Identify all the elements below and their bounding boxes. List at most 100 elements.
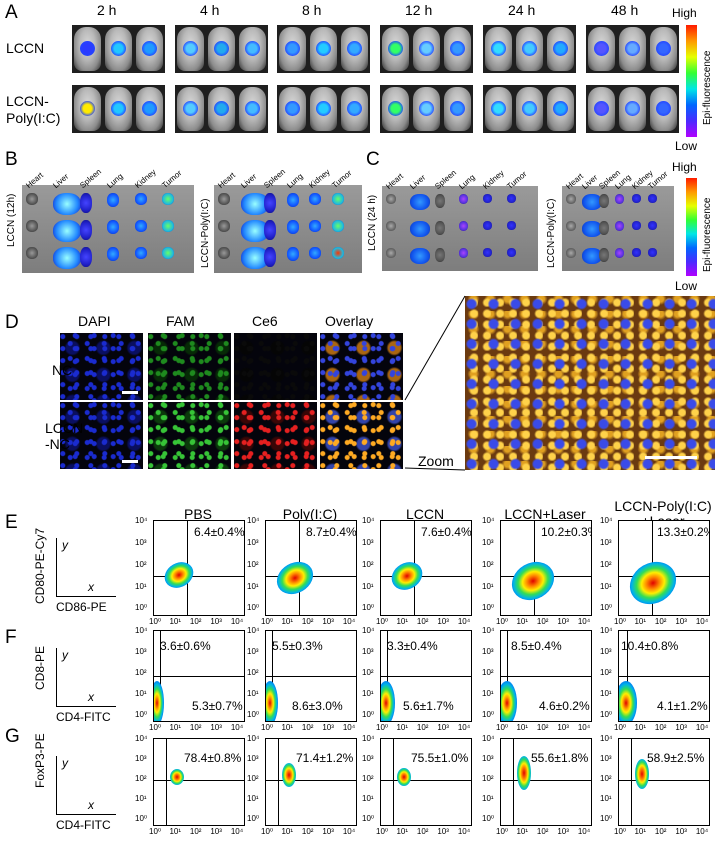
organ-tissue xyxy=(410,194,431,210)
fluorescence-signal xyxy=(347,101,362,116)
mouse-silhouette xyxy=(74,27,101,71)
flow-plot: 78.4±0.8% xyxy=(153,738,245,826)
x-tick-label: 10¹ xyxy=(169,617,182,626)
x-tick-label: 10² xyxy=(654,723,667,732)
quadrant-percentage-lower: 4.6±0.2% xyxy=(539,699,590,713)
mouse-image-group xyxy=(175,25,268,73)
mouse-silhouette xyxy=(177,27,204,71)
flow-plot: 75.5±1.0% xyxy=(380,738,472,826)
y-tick-label: 10¹ xyxy=(135,794,147,803)
x-tick-label: 10⁰ xyxy=(149,827,162,836)
y-tick-label: 10¹ xyxy=(247,581,259,591)
microscopy-tile xyxy=(234,402,317,469)
fluorescence-signal xyxy=(285,41,300,56)
microscopy-tile xyxy=(148,402,231,469)
fluorescence-signal xyxy=(214,41,229,56)
organ-tissue xyxy=(309,247,322,259)
colorbar-axis-label: Epi-fluorescence xyxy=(702,50,713,125)
flow-plot: 55.6±1.8% xyxy=(500,738,592,826)
organ-tissue xyxy=(566,194,576,204)
density-cloud xyxy=(282,763,296,788)
x-tick-label: 10⁴ xyxy=(342,723,356,732)
mouse-image-group xyxy=(483,25,576,73)
y-tick-label: 10⁴ xyxy=(247,734,260,743)
density-cloud xyxy=(381,680,395,721)
density-cloud xyxy=(504,554,562,608)
y-tick-label: 10⁴ xyxy=(362,626,375,635)
y-tick-label: 10⁴ xyxy=(135,626,148,635)
y-parameter-label: FoxP3-PE xyxy=(33,733,47,788)
y-tick-label: 10⁰ xyxy=(247,709,260,719)
x-tick-label: 10⁰ xyxy=(496,617,509,626)
x-tick-label: 10¹ xyxy=(634,827,647,836)
x-tick-label: 10³ xyxy=(437,827,449,836)
density-cloud xyxy=(635,759,649,790)
organ-tissue xyxy=(332,193,345,205)
quadrant-percentage-upper: 10.4±0.8% xyxy=(621,639,679,653)
gate-line-horizontal xyxy=(154,676,244,677)
fluorescence-signal xyxy=(214,101,229,116)
y-tick-label: 10³ xyxy=(482,754,494,763)
panel-b-right-label: LCCN-Poly(I:C) xyxy=(200,198,211,268)
x-tick-label: 10⁰ xyxy=(496,827,509,836)
y-tick-label: 10⁴ xyxy=(600,734,613,743)
fluorescence-signal xyxy=(142,101,157,116)
mouse-silhouette xyxy=(650,27,677,71)
x-tick-label: 10⁴ xyxy=(577,617,591,626)
gate-line-vertical xyxy=(166,739,167,825)
axis-icon-y xyxy=(56,538,57,597)
y-tick-label: 10⁴ xyxy=(247,516,260,525)
organ-tissue xyxy=(263,193,276,213)
y-tick-label: 10³ xyxy=(600,754,612,763)
organ-tissue xyxy=(434,194,445,208)
organ-tissue xyxy=(26,193,38,205)
mouse-silhouette xyxy=(136,87,163,131)
y-tick-label: 10² xyxy=(247,667,259,677)
organ-tissue xyxy=(263,220,276,240)
organ-tissue xyxy=(483,221,493,230)
mouse-silhouette xyxy=(619,27,646,71)
x-tick-label: 10³ xyxy=(557,723,569,732)
x-tick-label: 10⁰ xyxy=(614,617,627,626)
mouse-silhouette xyxy=(279,27,306,71)
x-tick-label: 10³ xyxy=(210,617,222,626)
quadrant-percentage-lower: 5.6±1.7% xyxy=(403,699,454,713)
channel-label: Overlay xyxy=(325,313,374,329)
y-tick-label: 10² xyxy=(135,667,147,677)
microscopy-tile xyxy=(60,402,143,469)
x-tick-label: 10⁴ xyxy=(230,723,244,732)
organ-tissue xyxy=(134,247,147,259)
organ-tissue xyxy=(615,221,625,231)
x-tick-label: 10⁰ xyxy=(261,723,274,732)
density-cloud xyxy=(517,756,531,791)
mouse-image-group xyxy=(72,85,165,133)
organ-tissue xyxy=(332,220,345,232)
y-tick-label: 10¹ xyxy=(247,688,259,698)
microscopy-tile xyxy=(60,333,143,400)
flow-plot: 71.4±1.2% xyxy=(265,738,357,826)
axis-icon-y-letter: y xyxy=(62,648,68,662)
axis-icon-x-letter: x xyxy=(88,580,94,594)
microscopy-tile xyxy=(234,333,317,400)
mouse-image-group xyxy=(175,85,268,133)
x-tick-label: 10⁰ xyxy=(376,827,389,836)
gate-line-horizontal xyxy=(154,575,244,577)
fluorescence-signal xyxy=(625,41,640,56)
zoom-label: Zoom xyxy=(418,453,454,469)
gate-line-horizontal xyxy=(381,676,471,677)
mouse-silhouette xyxy=(588,27,615,71)
mouse-image-group xyxy=(72,25,165,73)
mouse-image-group xyxy=(586,85,679,133)
y-tick-label: 10⁰ xyxy=(600,709,613,719)
y-parameter-label: CD80-PE-Cy7 xyxy=(33,527,47,604)
y-tick-label: 10³ xyxy=(135,537,147,547)
y-tick-label: 10³ xyxy=(135,646,147,656)
timepoint-label: 24 h xyxy=(508,2,536,18)
organ-tissue xyxy=(507,248,517,257)
fluorescence-signal xyxy=(316,101,331,116)
row-label-lccn-polyic: LCCN- Poly(I:C) xyxy=(6,93,61,126)
organ-tissue xyxy=(434,248,445,262)
x-tick-label: 10² xyxy=(416,827,429,836)
organ-image xyxy=(214,185,362,273)
zoomed-overlay-image xyxy=(465,296,715,470)
